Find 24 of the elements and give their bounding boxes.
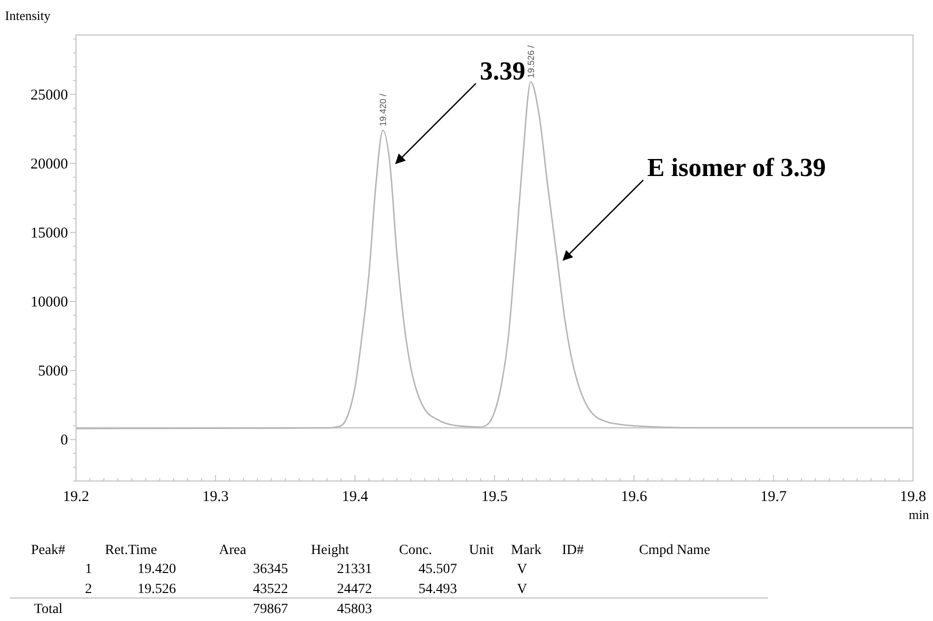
x-tick-label: 19.8	[900, 489, 926, 505]
y-tick-label: 20000	[30, 156, 68, 172]
annotation: 3.39	[480, 56, 526, 86]
y-tick-label: 0	[60, 432, 68, 449]
annotation: 19.420 /	[378, 93, 388, 126]
y-tick-label: 5000	[38, 364, 68, 380]
text: 2 19.526 43522 24472 54.493 V	[85, 582, 528, 597]
text: Peak# Ret.Time Area Height Conc. Unit Mark ID# Cmpd Name	[31, 543, 710, 558]
y-tick-label: 15000	[30, 225, 68, 242]
x-tick-label: 19.2	[62, 489, 90, 505]
text: Total 79867 45803	[34, 602, 372, 617]
x-tick-label: 19.4	[342, 489, 369, 505]
x-tick-label: 19.7	[760, 489, 788, 505]
y-axis-title: Intensity	[5, 8, 51, 23]
x-axis-title: min	[908, 507, 930, 522]
y-tick-label: 25000	[30, 87, 68, 104]
annotation: 19.526 /	[526, 44, 536, 78]
x-tick-label: 19.5	[481, 489, 508, 505]
x-tick-label: 19.6	[620, 489, 648, 505]
annotation: E isomer of 3.39	[647, 153, 826, 182]
line-series	[75, 81, 914, 430]
x-tick-label: 19.3	[202, 489, 229, 505]
y-tick-label: 10000	[30, 294, 68, 310]
text: 1 19.420 36345 21331 45.507 V	[85, 562, 528, 577]
